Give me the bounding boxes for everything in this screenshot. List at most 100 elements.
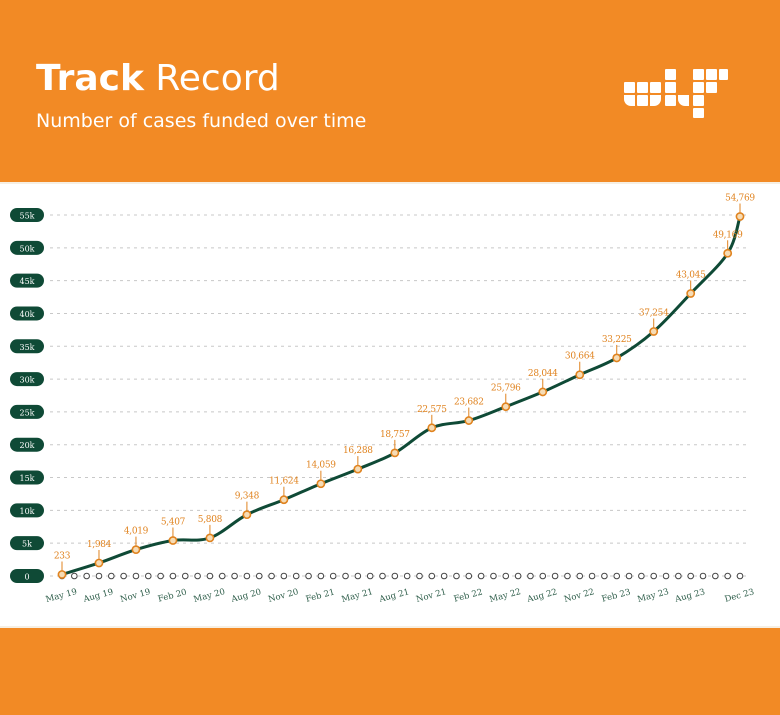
x-month-marker <box>157 572 164 580</box>
y-tick-badge <box>10 569 44 583</box>
x-month-marker <box>576 572 584 580</box>
x-month-marker <box>354 572 362 580</box>
x-month-marker <box>687 572 694 580</box>
x-month-marker <box>453 572 460 580</box>
x-month-marker <box>169 572 177 580</box>
data-label: 54,769 <box>725 194 755 204</box>
x-tick-label: Nov 21 <box>415 587 447 605</box>
y-tick-badge <box>10 536 44 551</box>
y-tick-badge <box>10 339 44 354</box>
y-tick-label: 20k <box>19 441 34 450</box>
x-month-marker <box>662 572 670 580</box>
x-tick-label: Nov 22 <box>563 587 595 605</box>
data-point <box>723 248 733 258</box>
data-label: 233 <box>54 551 71 561</box>
data-point <box>168 536 178 545</box>
data-label: 49,169 <box>713 230 743 240</box>
y-tick-badge <box>10 273 44 288</box>
x-month-marker <box>194 572 201 580</box>
y-tick-badge <box>10 240 44 255</box>
y-tick-badge <box>10 437 44 452</box>
data-label: 1,984 <box>87 540 112 550</box>
data-label: 28,044 <box>528 369 558 379</box>
x-month-marker <box>317 572 325 580</box>
x-month-marker <box>650 572 658 580</box>
data-label: 25,796 <box>491 384 521 394</box>
data-label: 14,059 <box>306 461 336 471</box>
x-tick-label: May 19 <box>45 587 79 605</box>
x-month-marker <box>95 572 103 580</box>
x-month-marker <box>231 572 238 580</box>
x-month-marker <box>502 572 510 580</box>
x-month-marker <box>514 572 522 580</box>
y-tick-label: 25k <box>19 408 34 417</box>
data-point <box>279 495 289 505</box>
x-month-marker <box>712 572 719 580</box>
header-banner: Track Record Number of cases funded over… <box>0 0 780 182</box>
y-tick-badge <box>10 503 44 518</box>
data-point <box>131 545 141 555</box>
y-tick-badge <box>10 208 44 222</box>
x-tick-label: Aug 22 <box>525 587 558 605</box>
data-point <box>57 570 67 579</box>
title-rest: Record <box>155 58 280 99</box>
x-tick-label: Feb 21 <box>305 587 336 604</box>
x-month-marker <box>218 572 226 580</box>
x-month-marker <box>292 572 300 580</box>
x-month-marker <box>366 572 374 580</box>
x-tick-label: Nov 19 <box>119 587 151 605</box>
data-point <box>612 353 622 363</box>
x-month-marker <box>675 572 682 580</box>
x-tick-label: May 23 <box>636 587 670 605</box>
x-month-marker <box>601 572 608 580</box>
data-label: 4,019 <box>124 527 149 537</box>
data-label: 5,407 <box>161 518 186 528</box>
x-tick-label: Dec 23 <box>724 587 756 604</box>
x-month-marker <box>342 572 349 580</box>
x-tick-label: May 21 <box>341 587 375 605</box>
x-month-marker <box>539 572 547 580</box>
x-month-marker <box>440 572 448 580</box>
x-month-marker <box>305 572 312 580</box>
data-point <box>686 289 696 298</box>
x-tick-label: Aug 23 <box>673 587 706 605</box>
chart-panel: 0 5k 10k 15k 20k 25k 30k 35k 40k 45k 50k 55k May 19 A… <box>0 182 780 628</box>
y-tick-label: 35k <box>19 343 34 352</box>
data-point <box>353 464 363 474</box>
x-tick-label: Aug 19 <box>81 587 114 605</box>
x-tick-label: Feb 23 <box>601 587 632 604</box>
data-label: 22,575 <box>417 405 447 415</box>
x-month-marker <box>403 572 411 580</box>
y-tick-label: 50k <box>19 244 34 253</box>
x-month-marker <box>416 572 423 580</box>
data-point <box>575 370 585 380</box>
x-tick-label: May 20 <box>193 587 227 605</box>
data-point <box>390 448 400 458</box>
y-tick-badge <box>10 470 44 485</box>
x-month-marker <box>71 572 78 580</box>
y-tick-badge <box>10 372 44 387</box>
data-label: 9,348 <box>235 492 260 502</box>
title-bold: Track <box>36 58 144 99</box>
x-month-marker <box>280 572 288 580</box>
x-month-marker <box>329 572 337 580</box>
x-tick-label: Aug 21 <box>377 587 410 605</box>
x-month-marker <box>490 572 497 580</box>
x-month-marker <box>391 572 399 580</box>
data-label: 30,664 <box>565 352 595 362</box>
y-tick-label: 45k <box>19 277 34 286</box>
data-label: 18,757 <box>380 430 410 440</box>
x-month-marker <box>181 572 189 580</box>
x-month-marker <box>551 572 559 580</box>
x-month-marker <box>243 572 251 580</box>
x-month-marker <box>613 572 621 580</box>
x-month-marker <box>588 572 596 580</box>
y-tick-badge <box>10 404 44 419</box>
x-month-marker <box>108 572 115 580</box>
x-month-marker <box>736 572 744 580</box>
x-month-marker <box>699 572 707 580</box>
x-tick-label: May 22 <box>488 587 522 605</box>
data-point <box>316 479 326 489</box>
y-tick-label: 5k <box>22 540 32 549</box>
